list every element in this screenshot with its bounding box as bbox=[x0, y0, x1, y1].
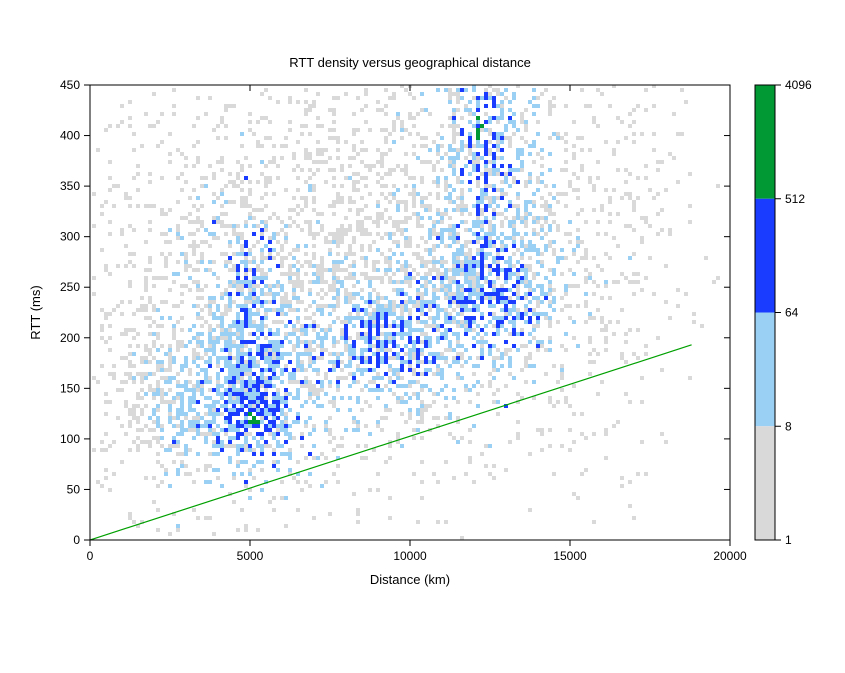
x-axis-label: Distance (km) bbox=[370, 572, 450, 587]
colorbar-tick-label: 64 bbox=[785, 306, 799, 320]
x-tick-label: 5000 bbox=[237, 549, 264, 563]
colorbar-tick-label: 1 bbox=[785, 533, 792, 547]
chart-title: RTT density versus geographical distance bbox=[289, 55, 531, 70]
colorbar-tick-label: 8 bbox=[785, 419, 792, 433]
x-tick-label: 15000 bbox=[553, 549, 587, 563]
y-tick-label: 350 bbox=[60, 179, 80, 193]
y-tick-label: 300 bbox=[60, 230, 80, 244]
colorbar-tick-label: 4096 bbox=[785, 78, 812, 92]
chart-svg: RTT density versus geographical distance… bbox=[0, 0, 845, 673]
y-tick-label: 400 bbox=[60, 129, 80, 143]
y-axis-label: RTT (ms) bbox=[28, 285, 43, 339]
x-tick-label: 20000 bbox=[713, 549, 747, 563]
chart-figure: RTT density versus geographical distance… bbox=[0, 0, 845, 673]
y-tick-label: 150 bbox=[60, 381, 80, 395]
y-tick-label: 0 bbox=[73, 533, 80, 547]
x-tick-label: 10000 bbox=[393, 549, 427, 563]
y-tick-label: 50 bbox=[67, 482, 81, 496]
colorbar-tick-label: 512 bbox=[785, 192, 805, 206]
y-tick-label: 100 bbox=[60, 432, 80, 446]
y-tick-label: 450 bbox=[60, 78, 80, 92]
x-tick-label: 0 bbox=[87, 549, 94, 563]
y-tick-label: 250 bbox=[60, 280, 80, 294]
y-tick-label: 200 bbox=[60, 331, 80, 345]
